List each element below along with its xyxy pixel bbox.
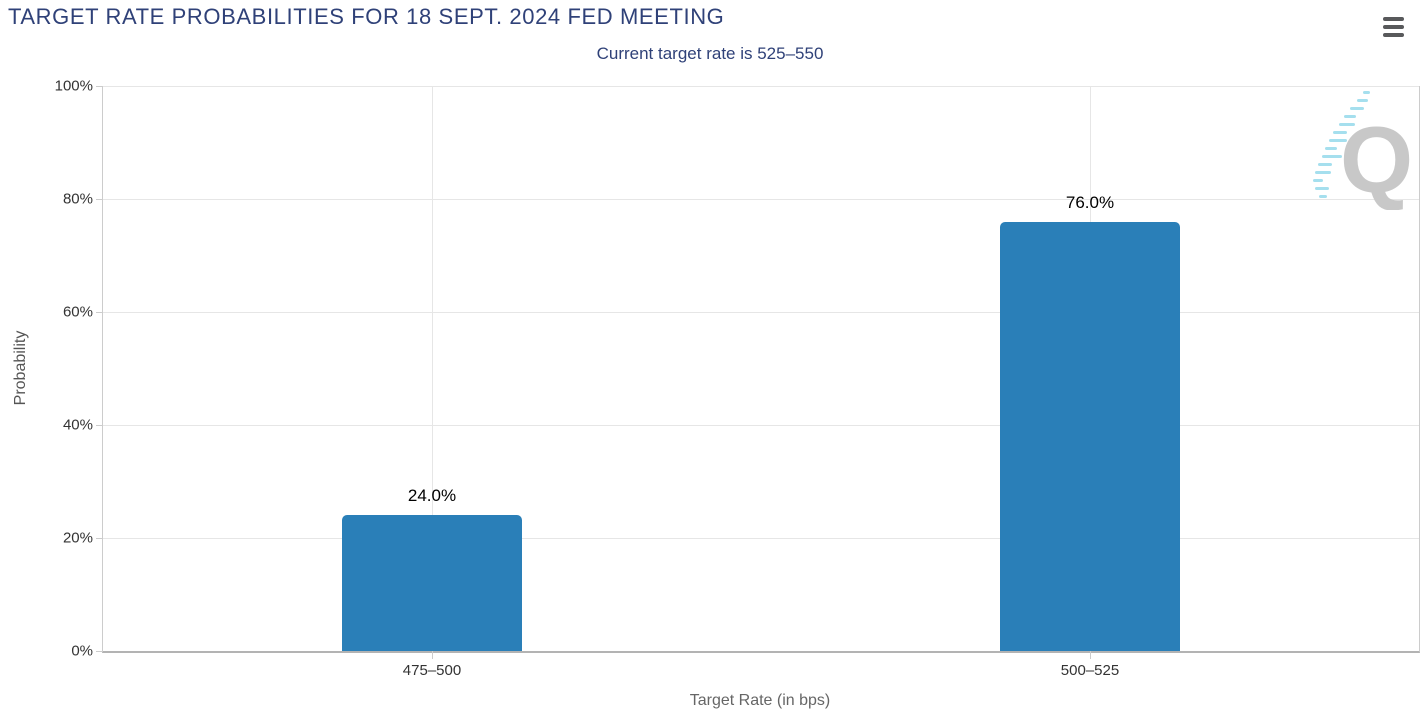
y-axis-title: Probability (12, 330, 29, 406)
hamburger-icon (1383, 33, 1404, 37)
chart-title: TARGET RATE PROBABILITIES FOR 18 SEPT. 2… (8, 4, 725, 29)
hamburger-icon (1383, 17, 1404, 21)
y-axis-tick-label: 80% (62, 190, 93, 208)
y-axis-tick (96, 199, 103, 200)
gridline-vertical (432, 86, 433, 651)
bar-value-label: 76.0% (1065, 192, 1115, 212)
x-axis-tick (432, 651, 433, 659)
probability-bar[interactable] (1000, 221, 1180, 651)
plot-area: 0% 20% 40% 60% 80% 100% 24.0% 475–500 76.0% 500–5… (55, 78, 1420, 679)
y-axis-tick-label: 40% (62, 416, 93, 434)
y-axis-tick (96, 312, 103, 313)
y-axis-tick-label: 60% (62, 303, 93, 321)
x-tick-label: 500–525 (1060, 662, 1120, 679)
gridline-horizontal (103, 425, 1419, 426)
probability-bar[interactable] (342, 515, 522, 651)
y-axis-tick-label: 100% (54, 77, 93, 95)
gridline-horizontal (103, 199, 1419, 200)
watermark-q-letter: Q (1340, 107, 1413, 210)
watermark-dashes-icon (1313, 91, 1370, 198)
quikstrike-q-watermark: Q (1313, 91, 1413, 210)
hamburger-icon (1383, 25, 1404, 29)
x-tick-label: 475–500 (402, 662, 462, 679)
chart-subtitle: Current target rate is 525–550 (596, 44, 824, 63)
y-axis-tick (96, 86, 103, 87)
gridline-horizontal (103, 312, 1419, 313)
y-axis-tick (96, 538, 103, 539)
x-axis-title: Target Rate (in bps) (689, 692, 831, 709)
y-axis-tick (96, 651, 103, 652)
y-axis-tick-label: 0% (71, 642, 93, 660)
y-axis-tick (96, 425, 103, 426)
x-axis-tick (1090, 651, 1091, 659)
category-column: 76.0% 500–525 (761, 86, 1419, 679)
hamburger-menu-button[interactable] (1383, 17, 1404, 37)
y-axis-tick-label: 20% (62, 529, 93, 547)
gridline-horizontal (103, 538, 1419, 539)
category-column: 24.0% 475–500 (103, 86, 761, 679)
gridline-horizontal (103, 86, 1419, 87)
bar-value-label: 24.0% (407, 486, 457, 506)
